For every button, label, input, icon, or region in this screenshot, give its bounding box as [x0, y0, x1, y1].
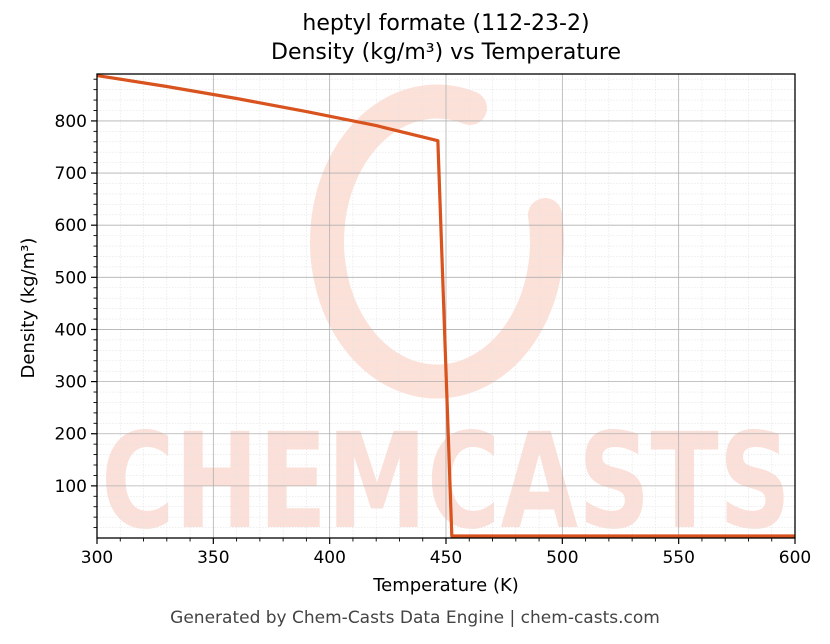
x-tick-label: 500 — [546, 548, 578, 568]
chart-title: heptyl formate (112-23-2) — [302, 11, 590, 36]
y-tick-label: 800 — [55, 112, 87, 132]
watermark-swirl — [310, 84, 564, 399]
density-series-line — [96, 73, 795, 538]
y-tick-label: 100 — [55, 477, 87, 497]
chart-subtitle: Density (kg/m³) vs Temperature — [271, 40, 621, 65]
y-tick-label: 600 — [55, 216, 87, 236]
y-tick-label: 400 — [55, 320, 87, 340]
x-tick-label: 350 — [197, 548, 229, 568]
y-axis-label: Density (kg/m³) — [18, 237, 39, 379]
y-tick-label: 300 — [55, 373, 87, 393]
y-tick-label: 500 — [55, 268, 87, 288]
footer-credit: Generated by Chem-Casts Data Engine | ch… — [170, 608, 660, 628]
y-tick-label: 200 — [55, 425, 87, 445]
x-tick-label: 400 — [313, 548, 345, 568]
x-tick-label: 300 — [81, 548, 113, 568]
x-tick-label: 600 — [779, 548, 811, 568]
x-tick-label: 550 — [662, 548, 694, 568]
x-tick-label: 450 — [430, 548, 462, 568]
y-tick-label: 700 — [55, 164, 87, 184]
x-axis-label: Temperature (K) — [373, 575, 519, 596]
